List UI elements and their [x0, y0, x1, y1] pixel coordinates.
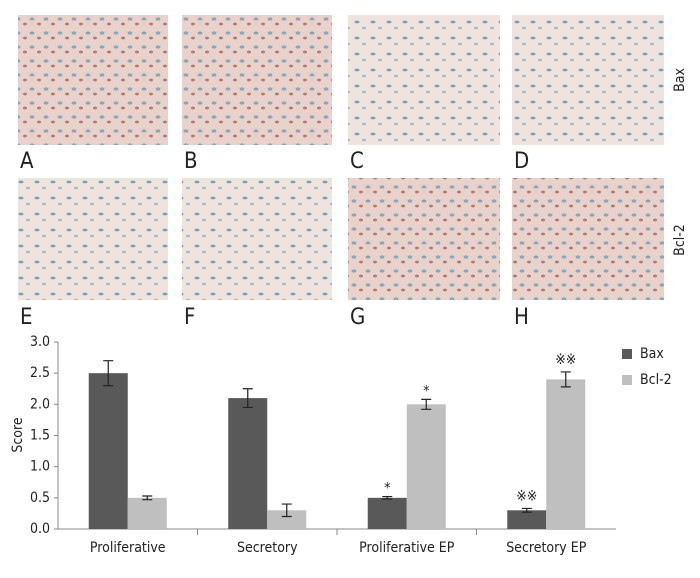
error-bar: [103, 360, 114, 387]
panel-letter: G: [350, 305, 365, 330]
panel-letter: H: [514, 305, 529, 330]
error-bar: [521, 507, 532, 513]
panel-letter: C: [350, 149, 364, 174]
significance-mark: ※※: [555, 352, 576, 368]
y-tick-label: 2.0: [30, 396, 50, 412]
bar: [228, 398, 268, 529]
bar: [406, 404, 446, 529]
y-axis-label: Score: [10, 417, 26, 452]
error-bar: [242, 388, 253, 409]
row-label: Bcl-2: [672, 224, 688, 256]
legend-label: Bcl-2: [640, 372, 672, 388]
error-bar: [142, 495, 153, 501]
x-tick-label: Secretory: [237, 540, 298, 556]
micrograph: [512, 15, 664, 145]
y-tick-label: 1.5: [30, 428, 50, 444]
micrograph: [348, 15, 500, 145]
significance-mark: *: [423, 383, 429, 399]
micrographs: A B C D E F G H Bax Bcl-2: [18, 15, 688, 330]
significance-mark: ※※: [516, 488, 537, 504]
x-tick-label: Proliferative: [90, 540, 166, 556]
micrograph: [182, 15, 332, 145]
error-bar: [281, 503, 292, 518]
error-bar: [382, 495, 393, 500]
micrograph: [18, 15, 168, 145]
panel-letter: D: [514, 149, 529, 174]
panel-letter: B: [184, 149, 198, 174]
legend-label: Bax: [640, 346, 664, 362]
panel-letter: A: [20, 149, 34, 174]
error-bar: [421, 398, 432, 410]
y-tick-label: 2.5: [30, 365, 50, 381]
x-tick-label: Secretory EP: [506, 540, 587, 556]
micrograph: [182, 178, 332, 300]
y-tick-label: 0.0: [30, 521, 50, 537]
y-tick-label: 1.0: [30, 459, 50, 475]
micrograph: [512, 178, 664, 300]
y-tick-label: 3.0: [30, 334, 50, 350]
bar: [367, 497, 407, 529]
micrograph: [348, 178, 500, 300]
legend-swatch: [622, 349, 632, 359]
bar: [267, 510, 307, 529]
y-tick-label: 0.5: [30, 490, 50, 506]
x-tick-label: Proliferative EP: [359, 540, 455, 556]
significance-mark: *: [384, 481, 390, 497]
bar: [88, 373, 128, 529]
panel-letter: F: [184, 305, 195, 330]
panel-letter: E: [20, 305, 33, 330]
error-bar: [560, 371, 571, 388]
legend-swatch: [622, 375, 632, 385]
bar: [507, 510, 547, 529]
row-label: Bax: [672, 68, 688, 92]
bar: [546, 379, 586, 529]
bar: [127, 497, 167, 529]
micrograph: [18, 178, 168, 300]
